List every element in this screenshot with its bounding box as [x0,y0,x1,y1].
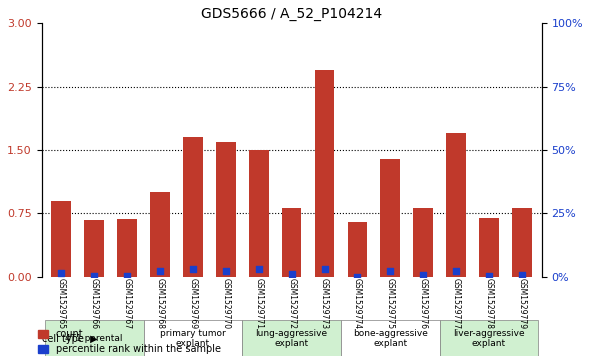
Text: GSM1529768: GSM1529768 [156,278,165,330]
Bar [381,159,400,277]
Point [188,266,198,272]
Bar [183,138,203,277]
Text: cell type  ▶: cell type ▶ [42,334,98,344]
Text: GSM1529778: GSM1529778 [484,278,494,330]
Point [287,271,296,277]
Bar [512,208,532,277]
Point [57,270,66,276]
Text: GSM1529776: GSM1529776 [419,278,428,330]
Bar [84,220,104,277]
Text: GSM1529772: GSM1529772 [287,278,296,330]
Bar [150,192,170,277]
Text: liver-aggressive
explant: liver-aggressive explant [453,329,525,348]
Text: GSM1529779: GSM1529779 [517,278,526,330]
Bar [249,150,268,277]
Point [484,273,494,279]
Text: GSM1529765: GSM1529765 [57,278,66,330]
Legend: count, percentile rank within the sample: count, percentile rank within the sample [34,326,225,358]
Bar [446,133,466,277]
FancyBboxPatch shape [440,321,539,356]
Bar [216,142,235,277]
FancyBboxPatch shape [143,321,242,356]
Text: lung-aggressive
explant: lung-aggressive explant [255,329,327,348]
Bar [348,222,368,277]
Bar [314,70,335,277]
Text: GSM1529770: GSM1529770 [221,278,230,330]
FancyBboxPatch shape [242,321,341,356]
Text: primary tumor
explant: primary tumor explant [160,329,226,348]
Bar [117,219,137,277]
Text: GSM1529774: GSM1529774 [353,278,362,330]
Text: GSM1529773: GSM1529773 [320,278,329,330]
FancyBboxPatch shape [45,321,143,356]
Text: GSM1529775: GSM1529775 [386,278,395,330]
Bar [414,208,433,277]
Text: bone-aggressive
explant: bone-aggressive explant [353,329,428,348]
Text: GSM1529777: GSM1529777 [452,278,461,330]
Text: GSM1529769: GSM1529769 [188,278,198,330]
Text: GSM1529767: GSM1529767 [123,278,132,330]
Bar [479,218,499,277]
Title: GDS5666 / A_52_P104214: GDS5666 / A_52_P104214 [201,7,382,21]
Point [254,266,264,272]
Point [155,268,165,274]
Text: GSM1529771: GSM1529771 [254,278,263,330]
Point [418,272,428,278]
Point [122,273,132,279]
Point [517,272,527,278]
Bar [51,201,71,277]
Point [451,268,461,274]
FancyBboxPatch shape [341,321,440,356]
Point [386,268,395,274]
Point [221,268,231,274]
Text: GSM1529766: GSM1529766 [90,278,99,330]
Text: 4T1 parental: 4T1 parental [65,334,123,343]
Point [353,274,362,280]
Point [90,273,99,279]
Point [320,266,329,272]
Bar [282,208,301,277]
